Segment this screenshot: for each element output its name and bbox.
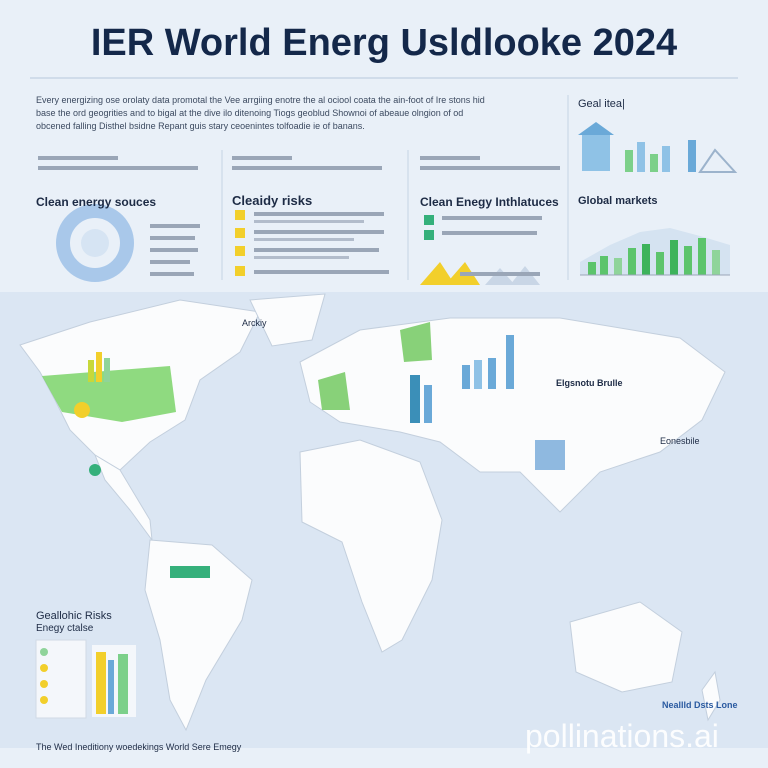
corner-label: Neallld Dsts Lone [662, 700, 738, 710]
continents [19, 293, 726, 732]
intro: Every energizing ose orolaty data promot… [36, 94, 546, 133]
risks-title: Geallohic Risks [36, 610, 112, 622]
side-title: Geal itea| [578, 98, 625, 110]
section-title: Clean Enegy Inthlatuces [420, 195, 559, 209]
risks-subtitle: Enegy ctalse [36, 623, 94, 634]
highlight-region [318, 322, 432, 410]
section-title: Cleaidy risks [232, 193, 313, 208]
section-title: Clean energy souces [36, 195, 157, 209]
market-bars [580, 228, 730, 276]
text-lines [38, 156, 560, 276]
donut-center [81, 229, 109, 257]
section-title: Global markets [578, 195, 658, 207]
map-icons [74, 335, 565, 578]
map-label: Elgsnotu Brulle [556, 378, 623, 388]
initiatives [420, 215, 542, 285]
title: IER World Energ Usldlooke 2024 [90, 22, 678, 64]
watermark: pollinations.ai [525, 718, 719, 754]
map-label: Arckiy [242, 318, 267, 328]
intro-line: base the ord geogrities and to bigal at … [36, 108, 464, 118]
intro-line: obcened falling Disthel bsidne Repant gu… [36, 121, 365, 131]
footer: The Wed Ineditiony woedekings World Sere… [36, 742, 242, 752]
donut [56, 204, 134, 282]
map-label: Eonesbile [660, 436, 700, 446]
side-icons [578, 122, 738, 173]
risk-rows [235, 210, 389, 276]
risk-bars [35, 639, 136, 719]
intro-line: Every energizing ose orolaty data promot… [36, 95, 485, 105]
